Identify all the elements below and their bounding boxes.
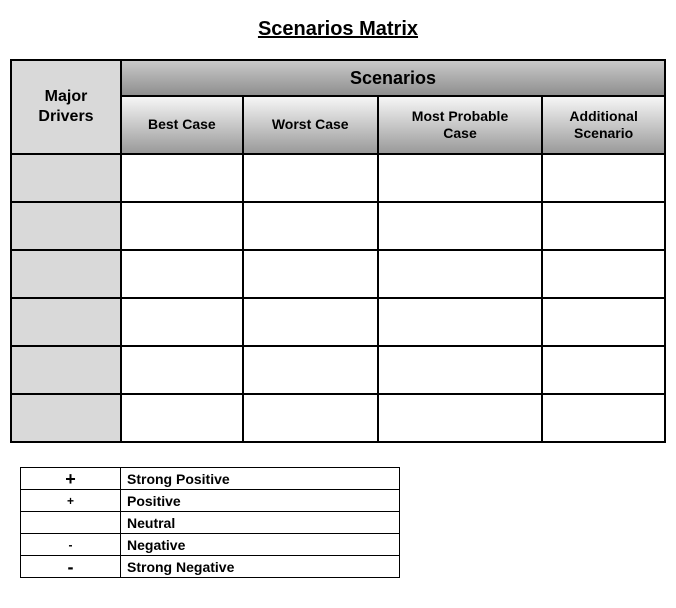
data-cell [542, 346, 665, 394]
legend-row: - Negative [21, 534, 400, 556]
legend-text: Strong Positive [121, 468, 400, 490]
legend-table: + Strong Positive + Positive Neutral - N… [20, 467, 400, 578]
table-row [11, 154, 665, 202]
col-header-most-probable: Most ProbableCase [378, 96, 542, 154]
data-cell [378, 298, 542, 346]
table-row [11, 298, 665, 346]
scenarios-matrix-table: MajorDrivers Scenarios Best Case Worst C… [10, 59, 666, 443]
legend-row: + Positive [21, 490, 400, 512]
legend-symbol: + [21, 490, 121, 512]
data-cell [121, 394, 243, 442]
legend-text: Strong Negative [121, 556, 400, 578]
legend-text: Negative [121, 534, 400, 556]
legend-row: - Strong Negative [21, 556, 400, 578]
legend-symbol: + [21, 468, 121, 490]
data-cell [243, 298, 378, 346]
data-cell [378, 394, 542, 442]
data-cell [378, 202, 542, 250]
data-cell [121, 250, 243, 298]
data-cell [121, 202, 243, 250]
driver-cell [11, 298, 121, 346]
data-cell [243, 250, 378, 298]
col-header-additional: AdditionalScenario [542, 96, 665, 154]
col-header-worst-case: Worst Case [243, 96, 378, 154]
data-cell [542, 298, 665, 346]
legend-symbol [21, 512, 121, 534]
legend-symbol: - [21, 556, 121, 578]
legend-row: + Strong Positive [21, 468, 400, 490]
scenarios-group-header: Scenarios [121, 60, 665, 96]
major-drivers-header: MajorDrivers [11, 60, 121, 154]
legend-symbol: - [21, 534, 121, 556]
data-cell [542, 202, 665, 250]
data-cell [378, 250, 542, 298]
data-cell [378, 346, 542, 394]
legend-text: Positive [121, 490, 400, 512]
legend-row: Neutral [21, 512, 400, 534]
data-cell [542, 154, 665, 202]
data-cell [121, 346, 243, 394]
table-row [11, 346, 665, 394]
data-cell [542, 250, 665, 298]
driver-cell [11, 394, 121, 442]
data-cell [542, 394, 665, 442]
driver-cell [11, 250, 121, 298]
data-cell [243, 346, 378, 394]
col-header-best-case: Best Case [121, 96, 243, 154]
data-cell [378, 154, 542, 202]
driver-cell [11, 346, 121, 394]
data-cell [243, 154, 378, 202]
driver-cell [11, 202, 121, 250]
data-cell [243, 394, 378, 442]
legend-text: Neutral [121, 512, 400, 534]
table-row [11, 202, 665, 250]
driver-cell [11, 154, 121, 202]
page-title: Scenarios Matrix [10, 18, 666, 41]
data-cell [243, 202, 378, 250]
table-row [11, 250, 665, 298]
data-cell [121, 154, 243, 202]
table-row [11, 394, 665, 442]
data-cell [121, 298, 243, 346]
